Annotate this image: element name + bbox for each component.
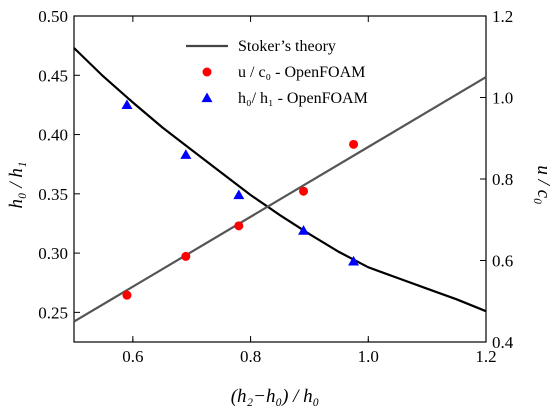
y-left-tick-label: 0.25 [38, 303, 68, 322]
y-right-axis-label: u / c₀ [533, 165, 550, 204]
x-tick-label: 1.0 [358, 347, 379, 366]
data-point-circle [122, 290, 132, 300]
y-left-tick-label: 0.40 [38, 126, 68, 145]
legend-swatch-circle [202, 67, 212, 77]
series-line [73, 76, 487, 323]
legend-swatch-triangle [201, 92, 213, 103]
x-tick-label: 0.8 [240, 347, 261, 366]
y-right-tick-label: 1.2 [492, 7, 513, 26]
data-point-triangle [348, 255, 360, 266]
legend-label: h₀/ h₁ - OpenFOAM [238, 90, 368, 107]
y-left-tick-label: 0.50 [38, 7, 68, 26]
y-right-tick-label: 1.0 [492, 89, 513, 108]
y-left-tick-label: 0.45 [38, 66, 68, 85]
data-point-triangle [121, 99, 133, 110]
y-left-tick-label: 0.35 [38, 185, 68, 204]
y-right-tick-label: 0.6 [492, 252, 513, 271]
data-point-triangle [233, 189, 245, 200]
x-axis-label: (h₂−h₀) / h₀ [231, 386, 320, 407]
data-point-circle [349, 139, 359, 149]
data-point-circle [181, 251, 191, 261]
series-layer [73, 47, 487, 323]
axis-ticks: 0.6 0.8 1.0 1.2 0.25 0.30 0.35 0.40 0.45 0.50 0.4 0… [38, 7, 514, 366]
y-left-tick-label: 0.30 [38, 244, 68, 263]
series-line [73, 47, 487, 313]
x-tick-label: 1.2 [475, 347, 496, 366]
data-point-triangle [180, 149, 192, 159]
data-point-circle [299, 186, 309, 196]
x-tick-label: 0.6 [122, 347, 143, 366]
data-point-triangle [298, 225, 310, 235]
legend: Stoker’s theory u / c₀ - OpenFOAM h₀/ h₁ -… [186, 38, 368, 107]
legend-label: u / c₀ - OpenFOAM [238, 64, 365, 81]
y-right-tick-label: 0.8 [492, 170, 513, 189]
y-left-axis-label: h₀ / h₁ [6, 162, 27, 209]
legend-label: Stoker’s theory [238, 38, 336, 55]
y-right-tick-label: 0.4 [492, 333, 514, 352]
data-point-circle [234, 221, 244, 231]
